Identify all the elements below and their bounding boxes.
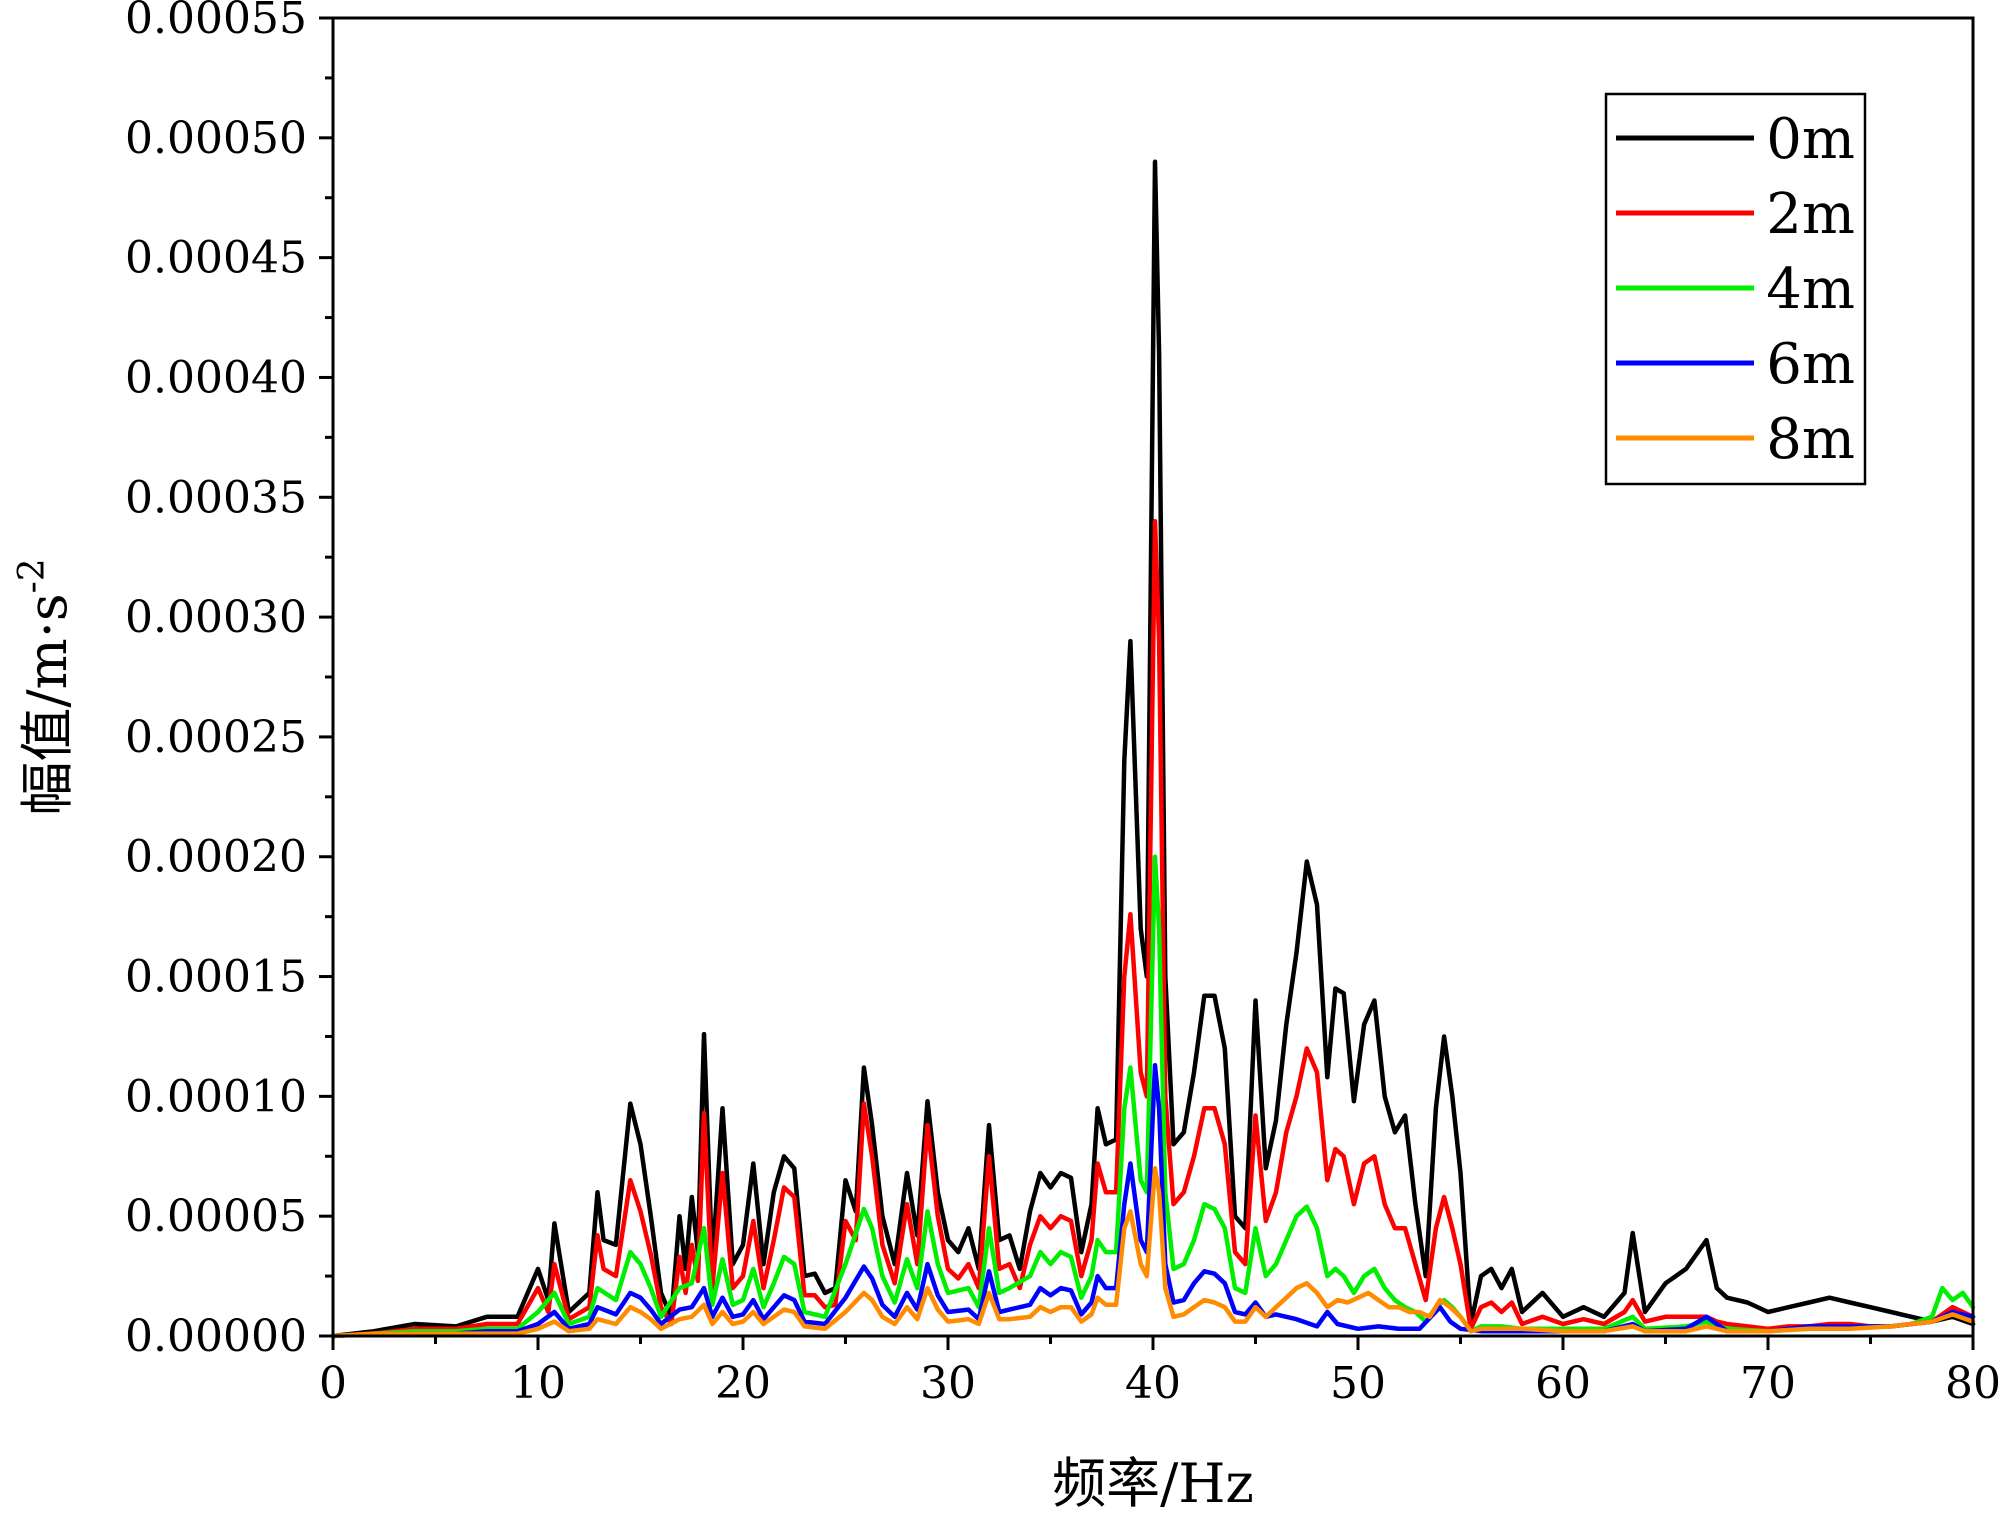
- y-tick-label: 0.00050: [125, 113, 307, 164]
- x-tick-label: 10: [510, 1358, 566, 1409]
- x-tick-label: 70: [1740, 1358, 1796, 1409]
- y-tick-label: 0.00010: [125, 1071, 307, 1122]
- y-tick-label: 0.00020: [125, 832, 307, 883]
- y-tick-label: 0.00035: [125, 472, 307, 523]
- y-tick-label: 0.00015: [125, 952, 307, 1003]
- series-line-0m: [330, 159, 1976, 1339]
- legend-label-0m: 0m: [1766, 107, 1855, 172]
- legend-label-2m: 2m: [1766, 182, 1855, 247]
- y-tick-label: 0.00000: [125, 1311, 307, 1362]
- y-axis-title-main: 幅值/m·s: [16, 593, 79, 815]
- series-layer: [330, 159, 1976, 1339]
- legend-label-6m: 6m: [1766, 332, 1855, 397]
- legend-label-4m: 4m: [1766, 257, 1855, 322]
- x-tick-label: 80: [1945, 1358, 2000, 1409]
- x-tick-label: 30: [920, 1358, 976, 1409]
- y-tick-label: 0.00040: [125, 352, 307, 403]
- y-tick-label: 0.00030: [125, 592, 307, 643]
- series-line-4m: [330, 854, 1976, 1339]
- series-line-8m: [330, 1166, 1976, 1339]
- y-tick-label: 0.00055: [125, 0, 307, 44]
- y-tick-label: 0.00005: [125, 1191, 307, 1242]
- y-tick-label: 0.00025: [125, 712, 307, 763]
- legend-label-8m: 8m: [1766, 407, 1855, 472]
- y-axis-title-superscript: -2: [12, 558, 53, 593]
- x-axis-title: 频率/Hz: [1052, 1452, 1254, 1515]
- series-line-2m: [330, 518, 1976, 1339]
- legend: 0m 2m 4m 6m 8m: [1604, 92, 1867, 486]
- ticks-layer: 0 10 20 30 40 50 60 70 80 0.00000 0.00005 0.00010 0.…: [125, 0, 2000, 1409]
- y-tick-label: 0.00045: [125, 233, 307, 284]
- series-line-6m: [330, 1062, 1976, 1339]
- x-tick-label: 0: [319, 1358, 347, 1409]
- x-tick-label: 50: [1330, 1358, 1386, 1409]
- y-axis-title: 幅值/m·s-2: [12, 558, 79, 815]
- x-tick-label: 20: [715, 1358, 771, 1409]
- x-tick-label: 60: [1535, 1358, 1591, 1409]
- x-tick-label: 40: [1125, 1358, 1181, 1409]
